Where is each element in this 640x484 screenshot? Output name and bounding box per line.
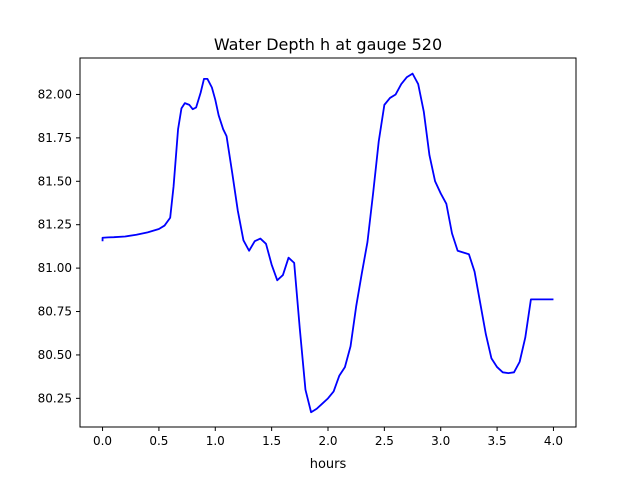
x-tick-label: 1.0 [206,434,225,448]
x-axis-label: hours [310,457,347,472]
chart-title: Water Depth h at gauge 520 [214,35,442,54]
x-tick-layer: 0.0 0.5 1.0 1.5 2.0 2.5 3.0 3.5 4.0 [93,427,563,448]
x-tick-label: 1.5 [262,434,281,448]
y-tick-label: 81.75 [38,131,72,145]
x-tick-label: 0.5 [149,434,168,448]
y-tick-label: 80.50 [38,348,72,362]
series-line-0 [101,72,554,414]
y-tick-label: 80.75 [38,305,72,319]
y-tick-label: 82.00 [38,87,72,101]
plot-line-layer [101,72,554,414]
x-tick-label: 3.0 [431,434,450,448]
y-tick-label: 81.50 [38,174,72,188]
y-tick-layer: 80.25 80.50 80.75 81.00 81.25 81.50 81.75 82.00 [38,87,80,405]
x-tick-label: 0.0 [93,434,112,448]
x-tick-label: 3.5 [488,434,507,448]
y-tick-label: 81.00 [38,261,72,275]
x-tick-label: 4.0 [544,434,563,448]
y-tick-label: 81.25 [38,218,72,232]
x-tick-label: 2.0 [318,434,337,448]
x-tick-label: 2.5 [375,434,394,448]
y-tick-label: 80.25 [38,391,72,405]
